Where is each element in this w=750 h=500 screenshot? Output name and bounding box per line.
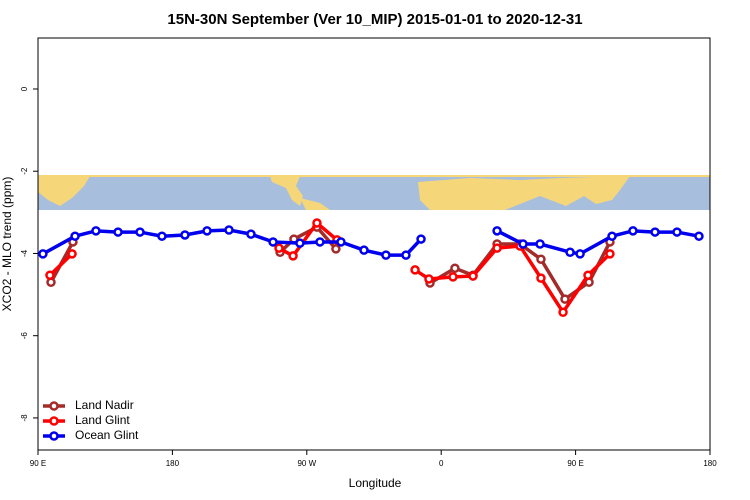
data-point (492, 226, 502, 236)
y-tick-label: -8 (20, 414, 29, 422)
data-point (113, 227, 123, 237)
data-point (416, 234, 426, 244)
data-point (359, 245, 369, 255)
data-point (536, 273, 546, 283)
legend-label: Land Nadir (75, 398, 134, 412)
data-point (295, 238, 305, 248)
data-point (38, 249, 48, 259)
data-point (450, 263, 460, 274)
plot-frame (37, 37, 711, 451)
chart-title: 15N-30N September (Ver 10_MIP) 2015-01-0… (167, 11, 582, 28)
data-point (607, 231, 617, 241)
data-point (312, 218, 322, 228)
data-point (468, 271, 478, 281)
data-point (274, 243, 284, 253)
data-point (694, 231, 704, 241)
map-band (38, 175, 710, 210)
x-tick-label: 180 (166, 459, 180, 468)
data-point (91, 226, 101, 236)
data-point (518, 239, 528, 249)
x-axis-label: Longitude (349, 476, 402, 490)
data-point (401, 250, 411, 260)
data-point (70, 231, 80, 241)
data-point (424, 274, 434, 284)
data-point (224, 225, 234, 235)
legend-label: Ocean Glint (75, 428, 139, 442)
data-point (605, 249, 615, 259)
data-point (672, 227, 682, 237)
y-tick-label: -6 (20, 332, 29, 340)
data-point (336, 237, 346, 247)
x-tick-label: 90 W (297, 459, 316, 468)
legend-marker (49, 401, 59, 411)
x-tick-label: 180 (703, 459, 717, 468)
legend-marker (49, 431, 59, 441)
data-point (492, 243, 502, 253)
data-point (202, 226, 212, 236)
data-point (180, 230, 190, 240)
data-point (410, 265, 420, 275)
data-point (331, 244, 341, 254)
legend-marker (49, 416, 59, 426)
data-point (288, 251, 298, 261)
x-tick-label: 0 (439, 459, 444, 468)
data-point (246, 229, 256, 239)
data-point (583, 270, 593, 280)
y-axis-label: XCO2 - MLO trend (ppm) (0, 177, 14, 312)
y-tick-label: -4 (20, 249, 29, 257)
data-point (448, 272, 458, 282)
data-point (268, 237, 278, 247)
x-tick-label: 90 E (567, 459, 583, 468)
data-point (315, 237, 325, 247)
data-point (45, 270, 55, 280)
data-point (565, 247, 575, 257)
legend-label: Land Glint (75, 413, 130, 427)
y-tick-label: 0 (20, 86, 29, 91)
data-point (381, 250, 391, 260)
data-point (135, 227, 145, 237)
series-line (48, 220, 612, 316)
data-point (157, 231, 167, 241)
data-point (535, 239, 545, 249)
data-point (575, 249, 585, 259)
data-point (536, 254, 546, 264)
series-line (49, 224, 612, 302)
data-point (67, 249, 77, 259)
y-tick-label: -2 (20, 167, 29, 175)
data-point (560, 294, 570, 304)
x-tick-label: 90 E (30, 459, 46, 468)
data-point (650, 227, 660, 237)
data-point (628, 226, 638, 236)
data-point (558, 307, 568, 318)
